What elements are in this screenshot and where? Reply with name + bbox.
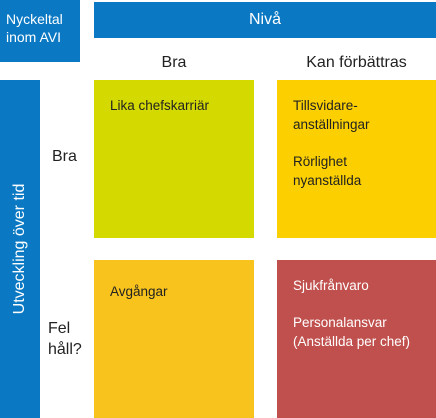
- cell-item: Lika chefskarriär: [110, 96, 254, 115]
- cell-text: (Anställda per chef): [293, 334, 411, 349]
- cell-text: Personalansvar: [293, 315, 387, 330]
- cell-item: Tillsvidare- anställningar: [293, 96, 436, 134]
- cell-text: Sjukfrånvaro: [293, 278, 369, 293]
- cell-item: Sjukfrånvaro: [293, 276, 436, 295]
- trend-header: Utveckling över tid: [11, 183, 28, 315]
- trend-header-bar: Utveckling över tid: [0, 80, 40, 418]
- cell-text: Rörlighet: [293, 154, 348, 169]
- level-header: Nivå: [94, 2, 436, 38]
- row-header: Fel håll?: [48, 318, 82, 360]
- row-header-line: Bra: [52, 148, 77, 165]
- cell-item: Rörlighet nyanställda: [293, 152, 436, 190]
- cell-item: Personalansvar (Anställda per chef): [293, 313, 436, 351]
- cell: Tillsvidare- anställningar Rörlighet nya…: [277, 80, 436, 238]
- cell-text: anställningar: [293, 117, 370, 132]
- corner-label-line: inom AVI: [6, 29, 61, 45]
- column-header: Kan förbättras: [306, 54, 407, 71]
- cell-text: Lika chefskarriär: [110, 98, 210, 113]
- corner-label: Nyckeltal inom AVI: [0, 0, 80, 62]
- corner-label-line: Nyckeltal: [6, 11, 63, 27]
- cell: Sjukfrånvaro Personalansvar (Anställda p…: [277, 260, 436, 418]
- row-header-line: Fel: [48, 320, 71, 337]
- cell-text: nyanställda: [293, 173, 362, 188]
- cell-text: Avgångar: [110, 284, 168, 299]
- cell-item: Avgångar: [110, 282, 254, 301]
- column-header: Bra: [161, 54, 187, 71]
- row-header: Bra: [52, 146, 77, 167]
- row-header-line: håll?: [48, 341, 82, 358]
- cell-text: Tillsvidare-: [293, 98, 358, 113]
- cell: Lika chefskarriär: [94, 80, 254, 238]
- cell: Avgångar: [94, 260, 254, 418]
